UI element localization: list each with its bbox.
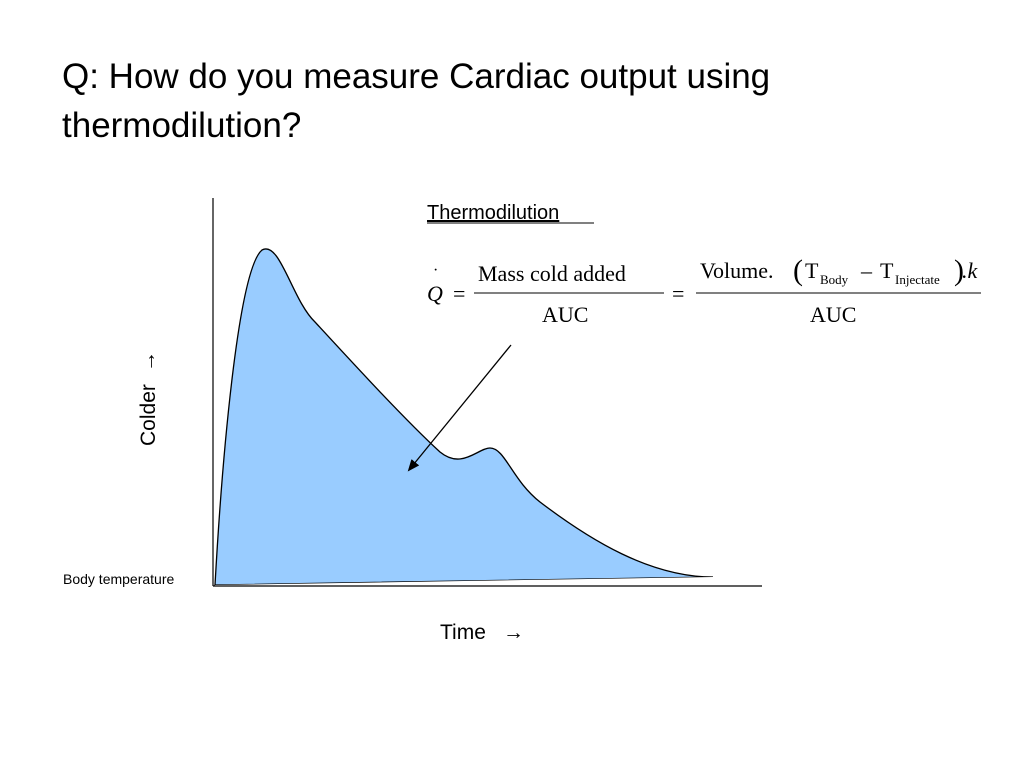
x-axis-label: Time <box>440 621 486 644</box>
equals-sign-2: = <box>672 281 684 306</box>
open-parenthesis: ( <box>793 254 803 287</box>
y-axis-arrow-icon: → <box>137 351 160 372</box>
y-axis-label: Colder <box>137 384 160 446</box>
k-factor: .k <box>962 258 979 283</box>
t-body-symbol: T <box>805 258 819 283</box>
t-injectate-symbol: T <box>880 258 894 283</box>
area-pointer-arrow <box>407 344 512 472</box>
thermodilution-curve-area <box>214 248 714 586</box>
slide-title: Q: How do you measure Cardiac output usi… <box>62 57 771 145</box>
cardiac-output-formula: · Q = Mass cold added AUC = Volume. ( T … <box>427 254 981 327</box>
body-subscript: Body <box>820 272 849 287</box>
numerator-mass-cold-added: Mass cold added <box>478 261 626 286</box>
q-dot: · <box>433 262 438 279</box>
baseline-label: Body temperature <box>63 571 174 587</box>
diagram-heading: Thermodilution <box>427 202 559 224</box>
q-symbol: Q <box>427 281 443 306</box>
curve-baseline-edge <box>215 577 713 586</box>
equals-sign-1: = <box>453 281 465 306</box>
x-axis-arrow-icon: → <box>503 621 524 644</box>
close-parenthesis: ) <box>954 254 964 287</box>
denominator-auc-2: AUC <box>810 302 856 327</box>
volume-term: Volume. <box>700 258 774 283</box>
denominator-auc-1: AUC <box>542 302 588 327</box>
injectate-subscript: Injectate <box>895 272 940 287</box>
minus-sign: – <box>860 258 873 283</box>
